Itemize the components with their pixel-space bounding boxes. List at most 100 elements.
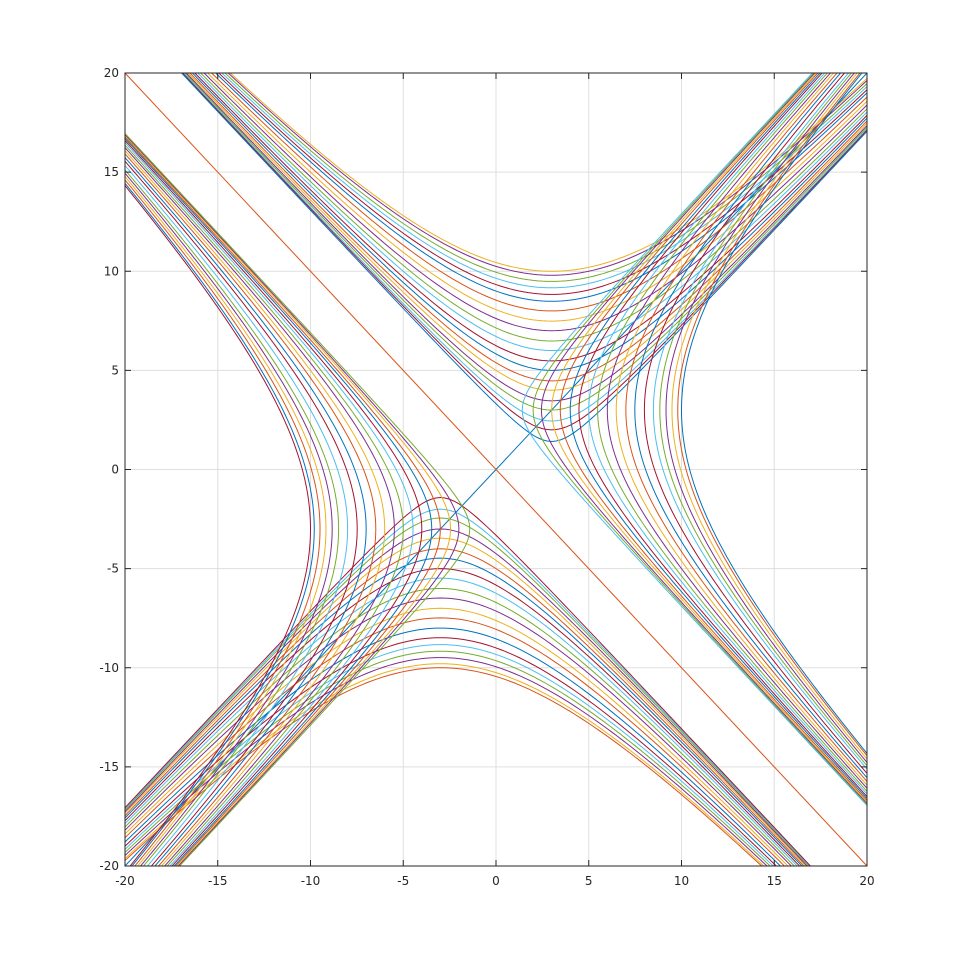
upper-branch-curve — [214, 73, 867, 302]
upper-branch-curve — [181, 73, 867, 431]
lower-branch-curve — [125, 637, 778, 866]
y-tick-label: 15 — [104, 165, 119, 179]
x-tick-label: 15 — [767, 874, 782, 888]
lower-branch-curve — [125, 663, 765, 866]
upper-branch-curve — [189, 73, 867, 382]
upper-branch-curve — [180, 73, 867, 442]
right-branch-curve — [615, 73, 867, 786]
left-branch-curve — [125, 144, 404, 866]
right-branch-curve — [643, 73, 867, 775]
left-branch-curve — [125, 153, 377, 866]
right-branch-curve — [532, 73, 867, 806]
left-branch-curve — [125, 164, 349, 866]
right-branch-curve — [652, 73, 867, 770]
lower-branch-curve — [125, 568, 801, 866]
lower-branch-curve — [125, 497, 812, 866]
upper-branch-curve — [203, 73, 867, 332]
y-tick-label: -5 — [107, 562, 119, 576]
left-branch-curve — [125, 139, 423, 866]
right-branch-curve — [597, 73, 867, 793]
y-tick-label: 5 — [111, 363, 119, 377]
y-tick-label: 10 — [104, 264, 119, 278]
x-tick-label: -20 — [115, 874, 135, 888]
upper-branch-curve — [184, 73, 867, 411]
left-branch-curve — [125, 133, 460, 866]
upper-branch-curve — [185, 73, 867, 402]
left-branch-curve — [125, 169, 340, 866]
left-branch-curve — [125, 141, 414, 866]
x-tick-label: -10 — [301, 874, 321, 888]
left-branch-curve — [125, 136, 441, 866]
right-branch-curve — [569, 73, 867, 800]
y-tick-label: 0 — [111, 463, 119, 477]
right-branch-curve — [671, 73, 867, 760]
upper-branch-curve — [197, 73, 867, 352]
lower-branch-curve — [125, 548, 805, 866]
left-branch-curve — [125, 175, 327, 866]
left-branch-curve — [125, 156, 367, 866]
right-branch-curve — [588, 73, 867, 795]
lower-branch-curve — [125, 537, 807, 866]
upper-branch-curve — [191, 73, 867, 371]
x-tick-label: -5 — [397, 874, 409, 888]
lower-branch-curve — [125, 627, 782, 866]
right-branch-curve — [677, 73, 867, 757]
asymptote-line — [125, 73, 867, 866]
upper-branch-curve — [227, 73, 867, 276]
x-tick-label: -15 — [208, 874, 228, 888]
lower-branch-curve — [125, 587, 795, 866]
lower-branch-curve — [125, 597, 793, 866]
upper-branch-curve — [199, 73, 867, 342]
lower-branch-curve — [125, 517, 810, 866]
right-branch-curve — [659, 73, 867, 767]
x-tick-label: 10 — [674, 874, 689, 888]
lower-branch-curve — [125, 557, 803, 866]
y-tick-labels: -20 -15 -10 -5 0 5 10 15 20 — [99, 66, 119, 873]
right-branch-curve — [665, 73, 867, 764]
lower-branch-curve — [125, 607, 789, 866]
lower-branch-curve — [125, 508, 811, 866]
upper-branch-curve — [187, 73, 867, 391]
left-branch-curve — [125, 146, 395, 866]
lower-branch-curve — [125, 617, 786, 866]
right-branch-curve — [680, 73, 867, 755]
lower-branch-curve — [125, 528, 808, 866]
left-branch-curve — [125, 172, 333, 866]
right-branch-curve — [606, 73, 867, 790]
left-branch-curve — [125, 137, 433, 866]
right-branch-curve — [625, 73, 867, 783]
x-tick-labels: -20 -15 -10 -5 0 5 10 15 20 — [115, 874, 874, 888]
upper-branch-curve — [218, 73, 867, 295]
left-branch-curve — [125, 179, 321, 866]
left-branch-curve — [125, 132, 471, 866]
lower-branch-curve — [125, 650, 771, 866]
y-tick-label: -15 — [99, 760, 119, 774]
left-branch-curve — [125, 160, 358, 866]
curve-series-group — [125, 73, 867, 866]
x-tick-label: 20 — [859, 874, 874, 888]
left-branch-curve — [125, 149, 386, 866]
upper-branch-curve — [182, 73, 867, 422]
x-tick-label: 0 — [492, 874, 500, 888]
right-branch-curve — [540, 73, 867, 805]
upper-branch-curve — [210, 73, 867, 312]
upper-branch-curve — [194, 73, 867, 362]
y-tick-label: 20 — [104, 66, 119, 80]
upper-branch-curve — [221, 73, 867, 289]
right-branch-curve — [634, 73, 867, 779]
right-branch-curve — [551, 73, 867, 803]
lower-branch-curve — [125, 577, 798, 866]
right-branch-curve — [521, 73, 867, 807]
lower-branch-curve — [125, 644, 774, 866]
left-branch-curve — [125, 182, 315, 866]
left-branch-curve — [125, 184, 312, 866]
tick-marks — [124, 72, 868, 867]
upper-branch-curve — [206, 73, 867, 322]
right-branch-curve — [559, 73, 867, 802]
right-branch-curve — [578, 73, 867, 798]
x-tick-label: 5 — [585, 874, 593, 888]
y-tick-label: -20 — [99, 859, 119, 873]
y-tick-label: -10 — [99, 661, 119, 675]
left-branch-curve — [125, 134, 452, 866]
